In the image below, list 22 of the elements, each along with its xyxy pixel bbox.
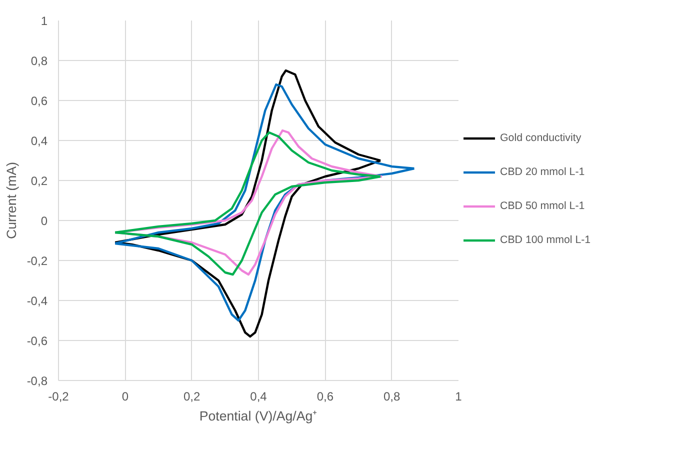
x-tick-label: 0,2 bbox=[183, 390, 200, 404]
legend-label: CBD 50 mmol L-1 bbox=[500, 200, 585, 212]
y-tick-label: 0,6 bbox=[30, 94, 48, 108]
y-tick-label: 0 bbox=[40, 214, 48, 228]
y-axis-title: Current (mA) bbox=[4, 162, 19, 240]
y-tick-label: 0,8 bbox=[30, 54, 48, 68]
x-tick-label: 0,6 bbox=[316, 390, 334, 404]
legend-label: CBD 100 mmol L-1 bbox=[500, 234, 591, 246]
legend-label: Gold conductivity bbox=[500, 132, 582, 144]
y-tick-label: 1 bbox=[40, 14, 48, 28]
y-tick-label: -0,2 bbox=[26, 254, 48, 268]
legend-label: CBD 20 mmol L-1 bbox=[500, 166, 585, 178]
y-tick-label: 0,4 bbox=[30, 134, 48, 148]
y-tick-label: -0,6 bbox=[26, 334, 48, 348]
x-tick-label: 1 bbox=[455, 390, 462, 404]
y-tick-label: -0,8 bbox=[26, 374, 48, 388]
y-tick-label: -0,4 bbox=[26, 294, 48, 308]
x-tick-label: 0,8 bbox=[383, 390, 400, 404]
y-tick-label: 0,2 bbox=[30, 174, 48, 188]
x-axis-title: Potential (V)/Ag/Ag⁺ bbox=[199, 408, 318, 424]
x-tick-label: 0,4 bbox=[250, 390, 268, 404]
x-tick-label: 0 bbox=[122, 390, 129, 404]
